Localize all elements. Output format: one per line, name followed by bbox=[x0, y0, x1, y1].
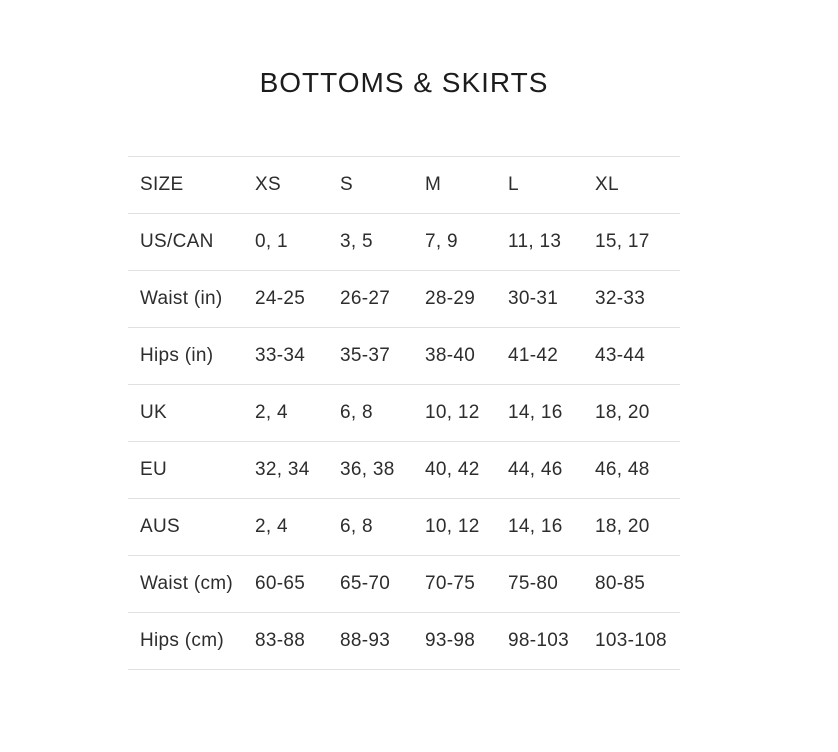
table-cell: 41-42 bbox=[496, 327, 583, 385]
table-header-row: SIZE XS S M L XL bbox=[128, 156, 680, 214]
table-cell: 32-33 bbox=[583, 270, 680, 328]
size-chart-table: SIZE XS S M L XL US/CAN 0, 1 3, 5 7, 9 1… bbox=[128, 156, 680, 670]
table-cell: 38-40 bbox=[413, 327, 496, 385]
table-cell: 18, 20 bbox=[583, 498, 680, 556]
table-cell: 6, 8 bbox=[328, 384, 413, 442]
table-cell: 75-80 bbox=[496, 555, 583, 613]
table-cell: 103-108 bbox=[583, 612, 680, 670]
table-cell: 7, 9 bbox=[413, 213, 496, 271]
table-cell: 70-75 bbox=[413, 555, 496, 613]
table-row-eu: EU 32, 34 36, 38 40, 42 44, 46 46, 48 bbox=[128, 441, 680, 499]
table-cell: 18, 20 bbox=[583, 384, 680, 442]
row-label: Waist (in) bbox=[128, 270, 243, 328]
column-header-xl: XL bbox=[583, 156, 680, 214]
row-label: AUS bbox=[128, 498, 243, 556]
row-label: UK bbox=[128, 384, 243, 442]
row-label: US/CAN bbox=[128, 213, 243, 271]
column-header-size: SIZE bbox=[128, 156, 243, 214]
table-cell: 26-27 bbox=[328, 270, 413, 328]
table-row-waist-cm: Waist (cm) 60-65 65-70 70-75 75-80 80-85 bbox=[128, 555, 680, 613]
table-cell: 88-93 bbox=[328, 612, 413, 670]
table-row-uk: UK 2, 4 6, 8 10, 12 14, 16 18, 20 bbox=[128, 384, 680, 442]
table-cell: 30-31 bbox=[496, 270, 583, 328]
table-cell: 2, 4 bbox=[243, 384, 328, 442]
table-cell: 6, 8 bbox=[328, 498, 413, 556]
row-label: EU bbox=[128, 441, 243, 499]
column-header-s: S bbox=[328, 156, 413, 214]
table-cell: 80-85 bbox=[583, 555, 680, 613]
table-cell: 2, 4 bbox=[243, 498, 328, 556]
table-cell: 28-29 bbox=[413, 270, 496, 328]
table-cell: 3, 5 bbox=[328, 213, 413, 271]
table-cell: 10, 12 bbox=[413, 498, 496, 556]
table-cell: 44, 46 bbox=[496, 441, 583, 499]
table-cell: 33-34 bbox=[243, 327, 328, 385]
column-header-l: L bbox=[496, 156, 583, 214]
table-cell: 15, 17 bbox=[583, 213, 680, 271]
table-cell: 93-98 bbox=[413, 612, 496, 670]
table-cell: 24-25 bbox=[243, 270, 328, 328]
table-cell: 46, 48 bbox=[583, 441, 680, 499]
table-cell: 83-88 bbox=[243, 612, 328, 670]
table-cell: 11, 13 bbox=[496, 213, 583, 271]
row-label: Hips (in) bbox=[128, 327, 243, 385]
column-header-xs: XS bbox=[243, 156, 328, 214]
table-cell: 10, 12 bbox=[413, 384, 496, 442]
table-cell: 14, 16 bbox=[496, 498, 583, 556]
table-cell: 40, 42 bbox=[413, 441, 496, 499]
table-cell: 32, 34 bbox=[243, 441, 328, 499]
table-row-waist-in: Waist (in) 24-25 26-27 28-29 30-31 32-33 bbox=[128, 270, 680, 328]
table-row-us-can: US/CAN 0, 1 3, 5 7, 9 11, 13 15, 17 bbox=[128, 213, 680, 271]
column-header-m: M bbox=[413, 156, 496, 214]
table-row-aus: AUS 2, 4 6, 8 10, 12 14, 16 18, 20 bbox=[128, 498, 680, 556]
size-guide-section: BOTTOMS & SKIRTS SIZE XS S M L XL US/CAN… bbox=[128, 66, 680, 670]
table-cell: 14, 16 bbox=[496, 384, 583, 442]
table-cell: 60-65 bbox=[243, 555, 328, 613]
table-cell: 65-70 bbox=[328, 555, 413, 613]
table-cell: 36, 38 bbox=[328, 441, 413, 499]
page-title: BOTTOMS & SKIRTS bbox=[259, 67, 549, 98]
table-cell: 43-44 bbox=[583, 327, 680, 385]
table-row-hips-cm: Hips (cm) 83-88 88-93 93-98 98-103 103-1… bbox=[128, 612, 680, 670]
row-label: Hips (cm) bbox=[128, 612, 243, 670]
table-cell: 0, 1 bbox=[243, 213, 328, 271]
table-row-hips-in: Hips (in) 33-34 35-37 38-40 41-42 43-44 bbox=[128, 327, 680, 385]
table-cell: 98-103 bbox=[496, 612, 583, 670]
row-label: Waist (cm) bbox=[128, 555, 243, 613]
table-cell: 35-37 bbox=[328, 327, 413, 385]
